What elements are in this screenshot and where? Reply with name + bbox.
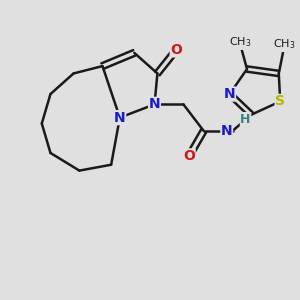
Text: O: O [170,43,182,57]
Text: CH$_3$: CH$_3$ [273,38,296,52]
Text: N: N [221,124,232,138]
Text: N: N [114,111,126,124]
Text: N: N [224,87,236,101]
Text: O: O [183,149,195,163]
Text: H: H [240,112,251,126]
Text: S: S [275,94,285,108]
Text: N: N [149,98,160,111]
Text: CH$_3$: CH$_3$ [229,36,251,50]
